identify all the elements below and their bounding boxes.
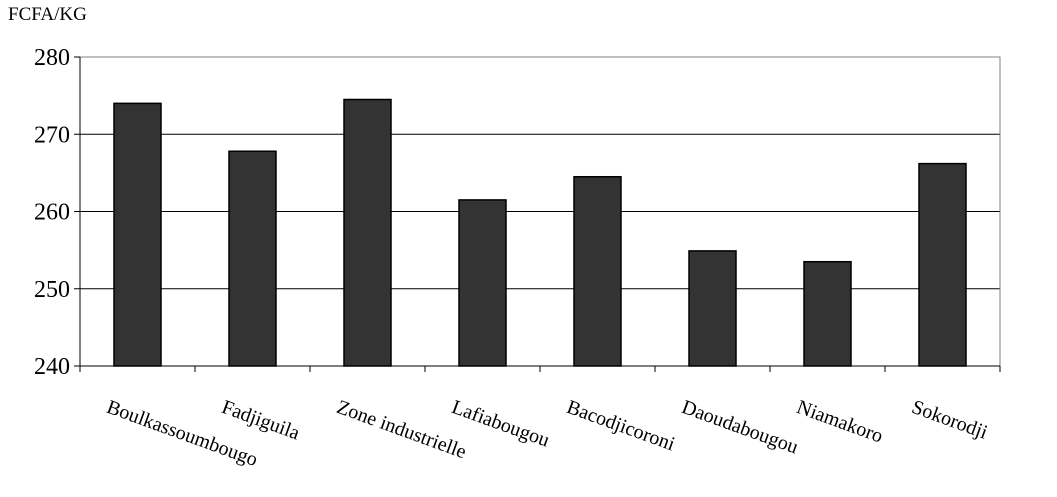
x-tick-label: Fadjiguila	[219, 396, 303, 444]
y-axis-unit-label: FCFA/KG	[8, 4, 87, 25]
y-tick-labels: 240 250 260 270 280	[34, 45, 70, 380]
y-tick-label: 250	[34, 277, 70, 303]
x-tick-label: Bacodjicoroni	[564, 396, 678, 456]
gridlines	[80, 133, 1000, 290]
x-tick-label: Daoudabougou	[679, 396, 801, 458]
bar	[113, 102, 162, 367]
y-tick-label: 280	[34, 45, 70, 71]
bar	[803, 260, 852, 367]
bar	[228, 150, 277, 367]
y-tick-label: 260	[34, 200, 70, 226]
y-tick-label: 270	[34, 122, 70, 148]
bars	[113, 98, 967, 367]
bar	[343, 98, 392, 367]
x-tick-label: Zone industrielle	[334, 396, 470, 463]
bar	[573, 175, 622, 367]
x-tick-label: Niamakoro	[794, 396, 886, 447]
axes	[74, 56, 1001, 372]
bar	[688, 250, 737, 367]
y-tick-label: 240	[34, 354, 70, 380]
x-tick-label: Sokorodji	[909, 396, 991, 444]
bar	[458, 199, 507, 367]
bar	[918, 162, 967, 367]
